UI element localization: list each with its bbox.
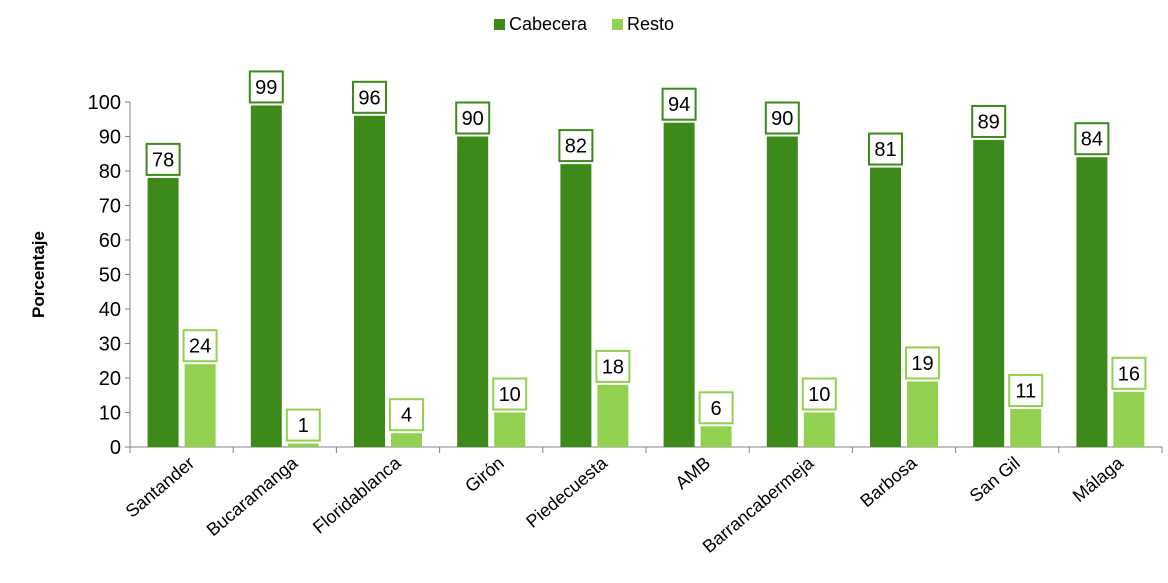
data-label-box: [285, 408, 321, 442]
y-tick-label: 40: [99, 299, 121, 321]
data-label-box: [182, 329, 218, 363]
data-label-box: [455, 101, 491, 135]
data-label-box: [801, 377, 837, 411]
y-tick-label: 70: [99, 196, 121, 218]
x-tick-label: AMB: [671, 453, 714, 493]
data-label: 89: [978, 111, 1000, 133]
x-tick-label: Bucaramanga: [203, 452, 302, 540]
y-tick-label: 100: [88, 92, 121, 114]
data-label: 1: [298, 415, 309, 437]
y-tick-label: 30: [99, 334, 121, 356]
legend-label-resto: Resto: [627, 14, 675, 34]
x-tick-label: Barbosa: [856, 452, 921, 511]
y-axis-title: Porcentaje: [29, 231, 48, 318]
data-label-box: [1074, 122, 1110, 156]
data-label: 96: [358, 87, 380, 109]
bar-cabecera: [870, 167, 901, 448]
y-tick-label: 20: [99, 368, 121, 390]
legend-label-cabecera: Cabecera: [508, 14, 587, 34]
legend-swatch-resto: [612, 19, 624, 30]
y-tick-label: 50: [99, 265, 121, 287]
data-label-box: [389, 398, 424, 432]
x-tick-label: San Gil: [966, 453, 1024, 506]
data-label: 11: [1015, 381, 1036, 403]
bar-resto: [907, 381, 938, 447]
y-tick-label: 0: [110, 437, 121, 459]
x-tick-label: Floridablanca: [309, 452, 405, 537]
bar-cabecera: [250, 105, 282, 447]
data-label-box: [1008, 374, 1044, 408]
data-label-box: [1111, 356, 1147, 390]
data-label-box: [492, 377, 528, 411]
data-label: 94: [668, 94, 690, 116]
bar-cabecera: [354, 115, 385, 448]
bar-resto: [391, 433, 422, 447]
bar-cabecera: [1076, 157, 1108, 447]
data-label-box: [595, 349, 631, 383]
x-tick-label: Barrancabermeja: [699, 452, 818, 557]
x-tick-label: Piedecuesta: [522, 452, 612, 532]
legend-item-cabecera: Cabecera: [493, 14, 587, 35]
data-label-box: [971, 104, 1007, 138]
bar-resto: [184, 364, 216, 447]
data-label: 10: [499, 384, 521, 406]
y-tick-label: 10: [99, 403, 121, 425]
bar-resto: [700, 426, 732, 447]
data-label-box: [698, 391, 734, 425]
data-label: 82: [565, 136, 587, 158]
bar-cabecera: [973, 139, 1005, 447]
data-label-box: [558, 129, 594, 163]
x-tick-label: Girón: [461, 453, 508, 497]
bar-resto: [1010, 409, 1042, 447]
data-label: 99: [255, 77, 277, 99]
y-tick-label: 80: [99, 161, 121, 183]
bar-cabecera: [147, 177, 179, 447]
data-label: 81: [874, 139, 896, 161]
bar-resto: [494, 412, 526, 447]
data-label: 19: [911, 353, 933, 375]
bar-cabecera: [560, 164, 592, 447]
bar-cabecera: [663, 122, 695, 447]
bar-resto: [287, 443, 319, 447]
data-label-box: [868, 132, 903, 166]
data-label: 18: [602, 356, 624, 378]
data-label: 84: [1081, 129, 1103, 151]
data-label-box: [764, 101, 800, 135]
data-label-box: [661, 87, 697, 121]
data-label: 4: [401, 405, 412, 427]
x-tick-label: Málaga: [1069, 452, 1128, 506]
data-label: 16: [1118, 363, 1140, 385]
bar-resto: [1113, 391, 1145, 447]
x-tick-label: Santander: [122, 453, 198, 522]
y-tick-label: 60: [99, 230, 121, 252]
data-label-box: [145, 142, 181, 176]
legend-swatch-cabecera: [493, 19, 505, 30]
y-tick-label: 90: [99, 127, 121, 149]
data-label: 24: [189, 336, 211, 358]
bar-resto: [597, 384, 629, 447]
data-label: 10: [808, 384, 830, 406]
data-label-box: [352, 80, 387, 114]
data-label: 90: [771, 108, 793, 130]
data-label: 78: [152, 149, 174, 171]
data-label: 6: [711, 398, 722, 420]
legend: Cabecera Resto: [0, 14, 1168, 35]
bar-cabecera: [457, 136, 489, 447]
data-label-box: [248, 70, 284, 104]
bar-cabecera: [766, 136, 798, 447]
data-label: 90: [462, 108, 484, 130]
legend-item-resto: Resto: [612, 14, 674, 35]
data-label-box: [905, 346, 940, 380]
bar-resto: [803, 412, 835, 447]
